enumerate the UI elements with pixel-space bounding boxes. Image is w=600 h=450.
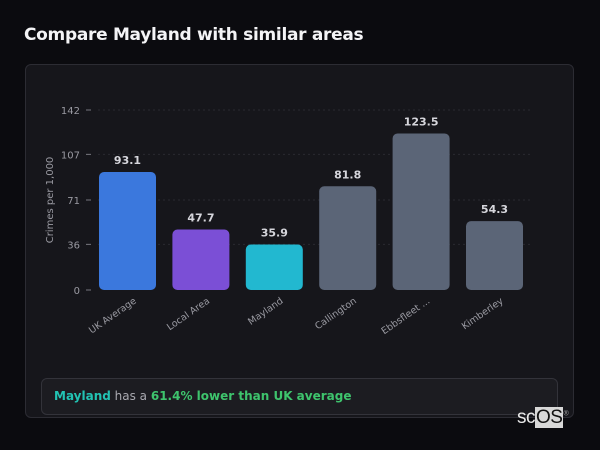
bar — [392, 133, 450, 290]
y-tick-label: 142 — [61, 106, 80, 117]
bar — [466, 221, 523, 290]
bar — [99, 171, 156, 290]
logo: scOS® — [517, 407, 569, 428]
y-axis-label: Crimes per 1,000 — [45, 157, 56, 244]
summary-box: Mayland has a 61.4% lower than UK averag… — [41, 378, 558, 415]
x-tick-label: Local Area — [165, 296, 212, 333]
page-title: Compare Mayland with similar areas — [24, 25, 364, 45]
bar — [172, 229, 230, 290]
summary-text: has a — [110, 389, 151, 403]
y-tick-label: 0 — [74, 286, 80, 297]
data-label: 47.7 — [187, 212, 214, 225]
x-tick-label: Callington — [313, 296, 359, 333]
y-tick-label: 107 — [61, 150, 80, 161]
data-label: 35.9 — [261, 226, 288, 239]
data-label: 93.1 — [114, 154, 141, 167]
x-tick-label: Kimberley — [460, 295, 506, 332]
x-tick-label: Mayland — [246, 296, 285, 328]
y-tick-label: 36 — [67, 240, 80, 251]
x-tick-label: UK Average — [87, 296, 139, 337]
bar — [245, 244, 303, 290]
x-tick-label: Ebbsfleet ... — [380, 296, 433, 337]
data-label: 123.5 — [404, 115, 439, 128]
y-tick-label: 71 — [67, 196, 80, 207]
bar — [319, 186, 377, 290]
data-label: 81.8 — [334, 168, 361, 181]
summary-comparison: 61.4% lower than UK average — [150, 389, 352, 403]
data-label: 54.3 — [481, 203, 508, 216]
summary-area: Mayland — [54, 389, 111, 403]
